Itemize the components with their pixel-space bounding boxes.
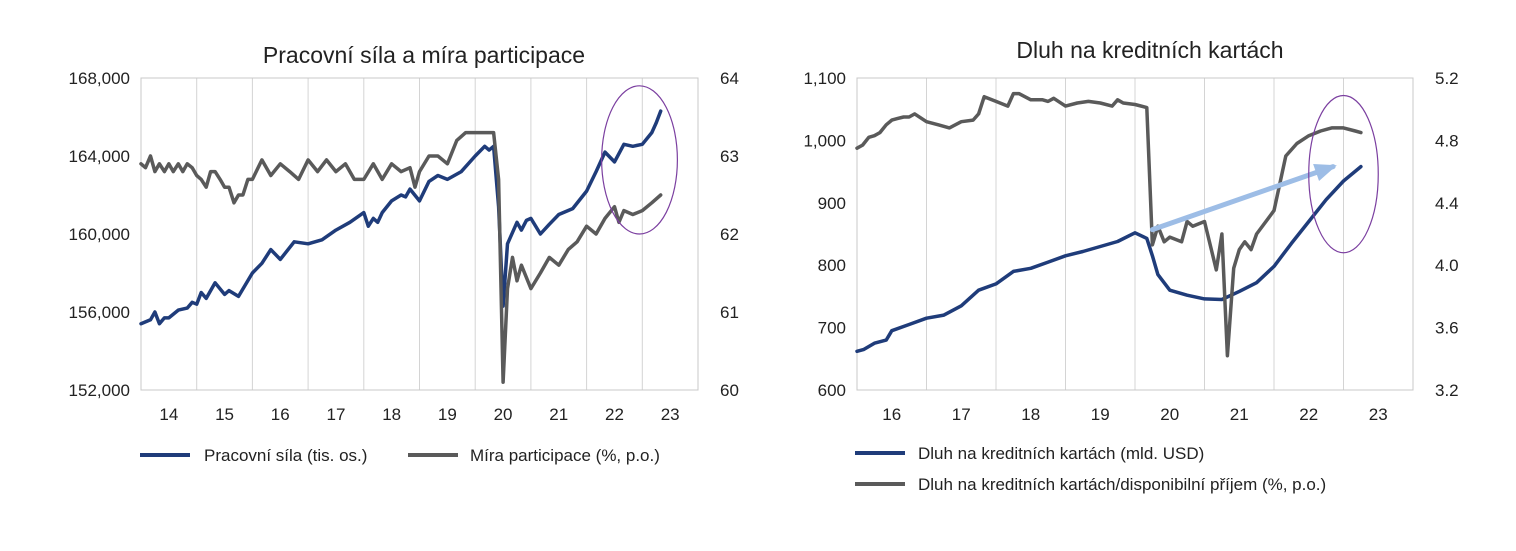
chart-credit-card-debt: Dluh na kreditních kartách 16 17 18 19 20 21 2…: [803, 37, 1458, 494]
legend-label: Dluh na kreditních kartách (mld. USD): [918, 444, 1204, 463]
left-y-tick-label: 900: [818, 194, 846, 213]
legend-label: Pracovní síla (tis. os.): [204, 446, 367, 465]
x-tick-label: 19: [1091, 405, 1110, 424]
right-y-tick-label: 63: [720, 147, 739, 166]
left-y-tick-label: 800: [818, 256, 846, 275]
trend-arrow-shaft: [1149, 164, 1336, 233]
right-y-tick-label: 3.6: [1435, 319, 1459, 338]
x-tick-label: 23: [661, 405, 680, 424]
x-tick-label: 18: [1021, 405, 1040, 424]
right-y-tick-label: 4.0: [1435, 256, 1459, 275]
x-tick-label: 19: [438, 405, 457, 424]
left-y-tick-label: 600: [818, 381, 846, 400]
series-line-primary: [855, 164, 1363, 354]
right-y-tick-label: 4.8: [1435, 131, 1459, 150]
left-y-tick-label: 152,000: [69, 381, 130, 400]
right-y-tick-label: 64: [720, 69, 739, 88]
x-tick-label: 21: [549, 405, 568, 424]
series-line-secondary: [855, 91, 1363, 358]
x-tick-label: 22: [1299, 405, 1318, 424]
highlight-ellipse: [601, 85, 678, 235]
chart-title: Dluh na kreditních kartách: [1016, 37, 1283, 63]
x-tick-label: 18: [382, 405, 401, 424]
left-y-tick-label: 164,000: [69, 147, 130, 166]
x-tick-label: 17: [326, 405, 345, 424]
x-tick-label: 22: [605, 405, 624, 424]
left-y-tick-label: 1,000: [803, 131, 846, 150]
right-y-tick-label: 5.2: [1435, 69, 1459, 88]
x-tick-label: 16: [271, 405, 290, 424]
x-tick-label: 23: [1369, 405, 1388, 424]
trend-arrow-head: [1313, 164, 1337, 182]
x-tick-label: 21: [1230, 405, 1249, 424]
right-y-tick-label: 61: [720, 303, 739, 322]
x-tick-label: 20: [1160, 405, 1179, 424]
right-y-tick-label: 60: [720, 381, 739, 400]
left-y-tick-label: 700: [818, 319, 846, 338]
x-tick-label: 15: [215, 405, 234, 424]
right-y-tick-label: 3.2: [1435, 381, 1459, 400]
x-tick-label: 17: [952, 405, 971, 424]
plot-frame: [140, 77, 699, 391]
legend-label: Míra participace (%, p.o.): [470, 446, 660, 465]
left-y-tick-label: 160,000: [69, 225, 130, 244]
left-y-tick-label: 1,100: [803, 69, 846, 88]
series-line-primary: [139, 109, 663, 326]
chart-labor-force: Pracovní síla a míra participace 14 15 16 1…: [69, 42, 739, 465]
chart-title: Pracovní síla a míra participace: [263, 42, 585, 68]
right-y-tick-label: 62: [720, 225, 739, 244]
plot-frame: [856, 77, 1414, 391]
x-tick-label: 14: [159, 405, 178, 424]
legend-label: Dluh na kreditních kartách/disponibilní …: [918, 475, 1326, 494]
left-y-tick-label: 168,000: [69, 69, 130, 88]
highlight-ellipse: [1308, 94, 1379, 254]
x-tick-label: 16: [882, 405, 901, 424]
left-y-tick-label: 156,000: [69, 303, 130, 322]
right-y-tick-label: 4.4: [1435, 194, 1459, 213]
series-line-secondary: [139, 130, 663, 384]
x-tick-label: 20: [494, 405, 513, 424]
